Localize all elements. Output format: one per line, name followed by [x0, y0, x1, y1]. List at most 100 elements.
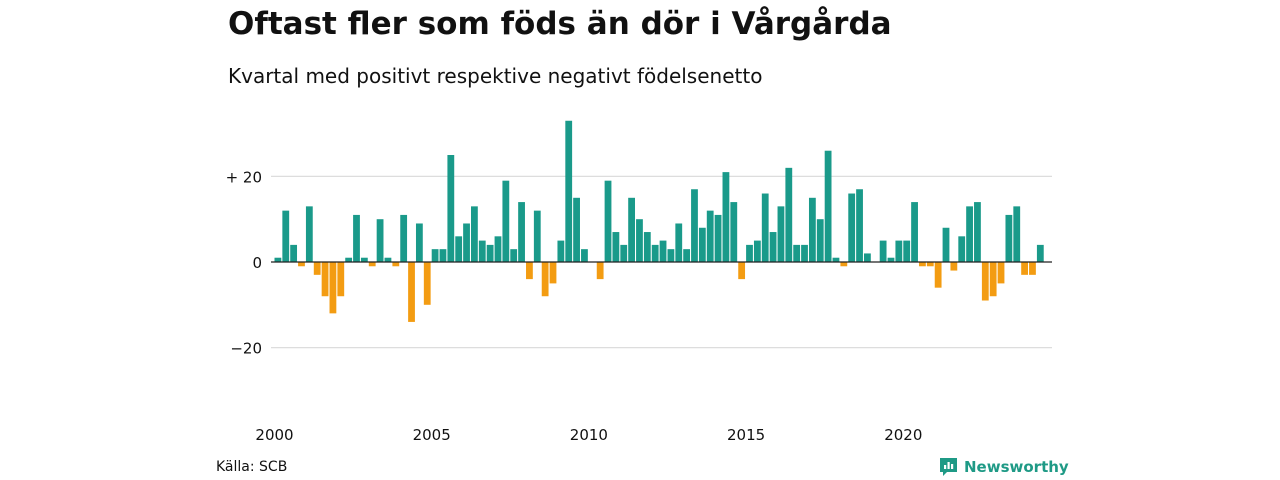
bar: 2005 K2: 3: [439, 249, 447, 262]
bar: 2021 K1: -6: [934, 262, 942, 288]
bar: 2013 K3: 8: [698, 227, 706, 262]
bar: 2006 K1: 9: [463, 223, 470, 262]
bar: 2017 K1: 15: [808, 197, 816, 262]
x-tick-label: 2010: [570, 426, 608, 444]
bar: 2016 K1: 13: [777, 206, 785, 262]
bar: 2004 K2: -14: [408, 262, 415, 322]
bar: 2001 K1: 13: [305, 206, 313, 262]
bar: 2002 K1: -8: [337, 262, 345, 297]
bar: 2021 K4: 6: [958, 236, 966, 262]
bar: 2012 K2: 5: [659, 240, 667, 262]
bar: 2020 K4: -1: [926, 262, 934, 267]
bar: 2003 K4: -1: [392, 262, 400, 267]
bar: 2000 K1: 1: [274, 257, 282, 262]
bar: 2019 K4: 5: [895, 240, 903, 262]
bar: 2016 K2: 22: [785, 167, 793, 262]
bar: 2015 K1: 4: [746, 244, 753, 262]
bar: 2011 K2: 15: [628, 197, 635, 262]
bar: 2003 K1: -1: [368, 262, 376, 267]
x-tick-label: 2020: [884, 426, 922, 444]
bar: 2018 K1: -1: [840, 262, 848, 267]
bar: 2014 K4: -4: [738, 262, 746, 280]
bar: 2022 K3: -9: [981, 262, 989, 301]
bar: 2013 K1: 3: [683, 249, 691, 262]
bar: 2009 K4: 3: [581, 249, 588, 262]
bar: 2004 K1: 11: [400, 214, 408, 262]
y-axis: + 20 0 −20: [226, 168, 262, 357]
bar: 2022 K1: 13: [966, 206, 973, 262]
bar: 2013 K2: 17: [691, 189, 698, 262]
bar: 2020 K2: 14: [911, 202, 918, 262]
bar: 2012 K1: 4: [651, 244, 659, 262]
bar: 2022 K4: -8: [989, 262, 997, 297]
bar: 2021 K3: -2: [950, 262, 958, 271]
bar: 2010 K4: 7: [612, 232, 620, 262]
bar: 2003 K3: 1: [384, 257, 392, 262]
bar: 2004 K4: -10: [423, 262, 431, 305]
bar: 2006 K2: 13: [471, 206, 478, 262]
bar: 2014 K2: 21: [722, 172, 730, 262]
bar: 2018 K2: 16: [848, 193, 856, 262]
bar: 2012 K4: 9: [675, 223, 683, 262]
bar: 2002 K3: 11: [353, 214, 360, 262]
bar: 2000 K4: -1: [298, 262, 305, 267]
bar: 2002 K4: 1: [360, 257, 368, 262]
bar: 2015 K2: 5: [753, 240, 761, 262]
bar: 2017 K3: 26: [824, 150, 832, 262]
bar: 2001 K4: -12: [329, 262, 337, 314]
x-axis: 2000 2005 2010 2015 2020: [255, 426, 922, 444]
y-tick-label: −20: [230, 340, 262, 358]
bar: 2021 K2: 8: [942, 227, 950, 262]
bar: 2011 K4: 7: [643, 232, 651, 262]
bar: 2024 K2: 4: [1036, 244, 1044, 262]
bar: 2001 K3: -8: [321, 262, 329, 297]
bar: 2006 K3: 5: [478, 240, 486, 262]
bar: 2009 K3: 15: [573, 197, 580, 262]
bar: 2008 K2: 12: [533, 210, 541, 262]
bar: 2012 K3: 3: [667, 249, 675, 262]
bar: 2023 K4: -3: [1021, 262, 1028, 275]
newsworthy-logo: Newsworthy: [938, 456, 1069, 477]
bar: 2019 K3: 1: [887, 257, 895, 262]
bar: 2007 K4: 14: [518, 202, 525, 262]
bar: 2002 K2: 1: [345, 257, 353, 262]
bar: 2015 K3: 16: [761, 193, 769, 262]
bar: 2015 K4: 7: [769, 232, 777, 262]
bar: 2022 K2: 14: [974, 202, 981, 262]
bar: 2018 K3: 17: [856, 189, 863, 262]
bar: 2023 K1: -5: [997, 262, 1005, 284]
chart-title: Oftast fler som föds än dör i Vårgårda: [228, 6, 892, 42]
bars: 2000 K1: 12000 K2: 122000 K3: 42000 K4: …: [274, 120, 1044, 322]
bar: 2018 K4: 2: [864, 253, 871, 262]
x-tick-label: 2005: [413, 426, 451, 444]
bar: 2008 K4: -5: [549, 262, 557, 284]
bar: 2006 K4: 4: [486, 244, 494, 262]
bar: 2016 K3: 4: [793, 244, 801, 262]
bar: 2007 K3: 3: [510, 249, 518, 262]
bar: 2008 K1: -4: [526, 262, 533, 280]
bar: 2008 K3: -8: [541, 262, 549, 297]
x-tick-label: 2000: [255, 426, 293, 444]
bar: 2007 K1: 6: [494, 236, 502, 262]
bar: 2005 K4: 6: [455, 236, 463, 262]
bar: 2013 K4: 12: [706, 210, 714, 262]
bar: 2009 K1: 5: [557, 240, 565, 262]
grid-lines: [271, 175, 1052, 349]
bar: 2009 K2: 33: [565, 120, 573, 262]
bar: 2011 K1: 4: [620, 244, 628, 262]
chart-subtitle: Kvartal med positivt respektive negativt…: [228, 64, 763, 88]
bar: 2016 K4: 4: [801, 244, 808, 262]
bar: 2011 K3: 10: [636, 219, 643, 262]
bar: 2017 K4: 1: [832, 257, 840, 262]
bar: 2004 K3: 9: [415, 223, 423, 262]
newsworthy-logo-icon: [940, 458, 957, 476]
bar: 2000 K2: 12: [282, 210, 290, 262]
bar: 2017 K2: 10: [816, 219, 824, 262]
bar: 2005 K1: 3: [431, 249, 439, 262]
bar: 2020 K1: 5: [903, 240, 911, 262]
bar: 2014 K1: 11: [714, 214, 722, 262]
bar: 2019 K2: 5: [879, 240, 887, 262]
newsworthy-logo-text: Newsworthy: [964, 457, 1069, 476]
bar: 2010 K2: -4: [596, 262, 604, 280]
bar: 2003 K2: 10: [376, 219, 384, 262]
